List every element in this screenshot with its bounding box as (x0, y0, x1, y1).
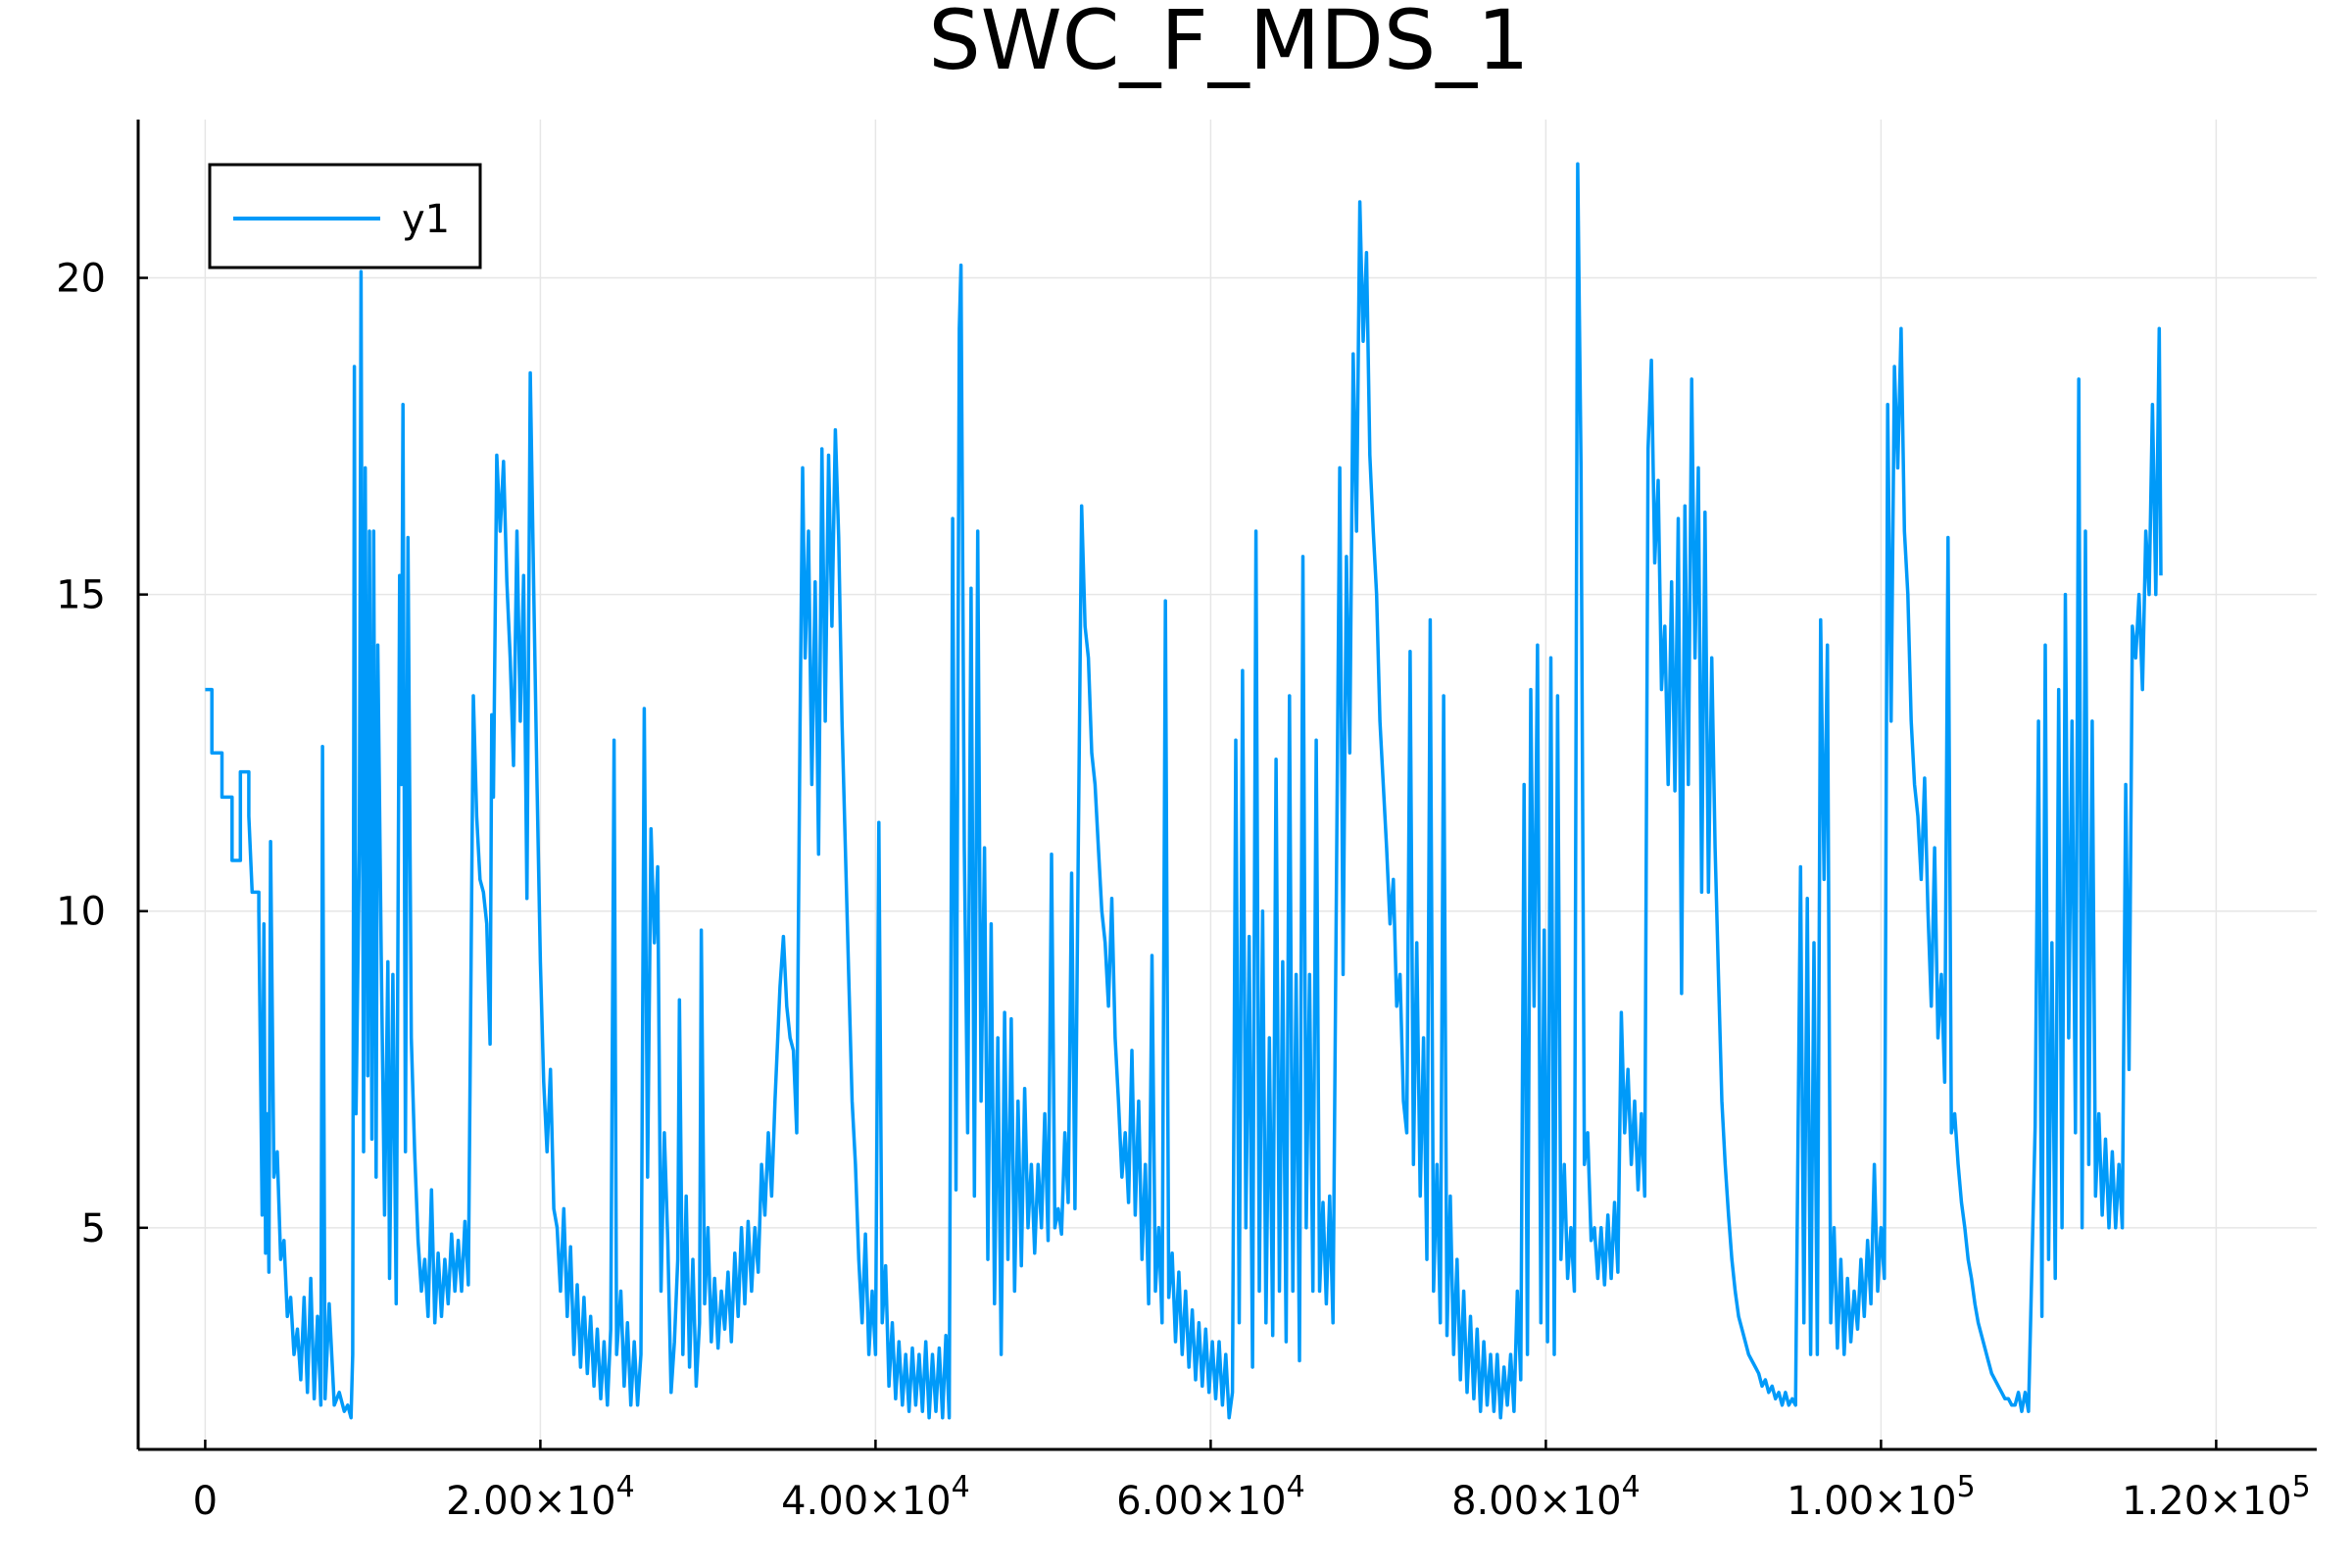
x-tick-exponent: 4 (1287, 1470, 1305, 1504)
x-tick-exponent: 4 (1622, 1470, 1641, 1504)
grid-lines (138, 120, 2317, 1449)
x-tick-label: 1.00×105 (1787, 1470, 1976, 1524)
y-tick-label: 20 (56, 257, 106, 302)
x-tick-label: 8.00×104 (1451, 1470, 1641, 1524)
x-tick-label: 0 (193, 1479, 218, 1524)
x-axis-ticks: 0 2.00×104 4.00×104 6.00×104 8.00×104 1.00×10… (193, 1440, 2311, 1524)
y-tick-label: 5 (81, 1206, 106, 1251)
x-tick-label: 2.00×104 (446, 1470, 635, 1524)
y-tick-label: 15 (56, 573, 106, 618)
x-tick-exponent: 4 (616, 1470, 635, 1504)
series-layer (205, 162, 2163, 1420)
y-tick-label: 10 (56, 890, 106, 935)
x-tick-label: 6.00×104 (1116, 1470, 1305, 1524)
x-tick-exponent: 5 (1957, 1470, 1976, 1504)
y-axis-ticks: 5 10 15 20 (56, 257, 148, 1251)
x-tick-exponent: 5 (2292, 1470, 2311, 1504)
series-line-y1 (205, 162, 2163, 1420)
legend-box (208, 163, 482, 270)
chart-title: SWC_F_MDS_1 (928, 0, 1529, 88)
x-tick-label: 4.00×104 (781, 1470, 970, 1524)
x-tick-exponent: 4 (952, 1470, 970, 1504)
legend-label-y1: y1 (402, 197, 450, 242)
legend: y1 (208, 163, 482, 270)
x-tick-label: 1.20×105 (2122, 1470, 2311, 1524)
